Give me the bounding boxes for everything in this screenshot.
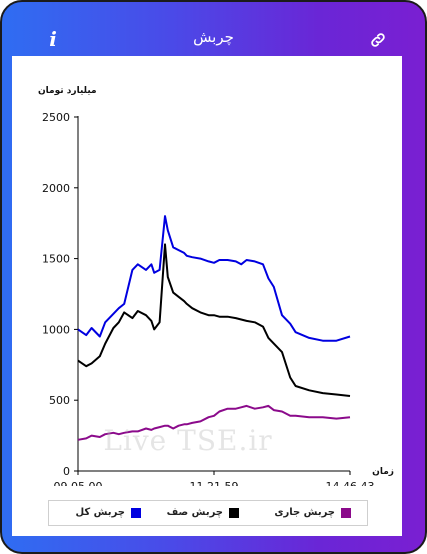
series-line-0 <box>77 215 351 342</box>
watermark: Live TSE.ir <box>103 424 273 457</box>
series-line-1 <box>77 243 351 397</box>
x-tick-label: 09.05.00 <box>54 480 103 486</box>
y-tick-label: 500 <box>49 394 70 407</box>
legend-swatch <box>229 508 239 518</box>
x-tick-label: 11.21.59 <box>190 480 239 486</box>
y-axis-label: میلیارد تومان <box>38 86 97 96</box>
chart-panel: میلیارد تومان زمان 0 500 1000 1500 2000 2500 … <box>12 56 402 536</box>
series-line-2 <box>77 404 351 441</box>
y-tick-label: 0 <box>63 465 70 478</box>
y-tick-label: 2500 <box>42 111 70 124</box>
y-tick-label: 1500 <box>42 253 70 266</box>
chart-legend: چربش کل چربش صف چربش جاری <box>48 500 368 526</box>
legend-label: چربش جاری <box>274 507 335 518</box>
legend-swatch <box>341 508 351 518</box>
link-icon[interactable] <box>369 31 387 49</box>
legend-item-queue[interactable]: چربش صف <box>159 506 239 520</box>
legend-item-total[interactable]: چربش کل <box>61 506 141 520</box>
line-chart: میلیارد تومان زمان 05001000150020002500 … <box>38 86 394 486</box>
x-axis-label: زمان <box>372 467 394 477</box>
x-tick-label: 14.46.43 <box>326 480 375 486</box>
legend-item-current[interactable]: چربش جاری <box>271 506 351 520</box>
page-title: چربش <box>193 28 234 46</box>
header-bar: i چربش <box>2 2 425 56</box>
info-icon[interactable]: i <box>49 27 57 51</box>
legend-label: چربش صف <box>166 507 223 518</box>
legend-swatch <box>131 508 141 518</box>
y-tick-label: 2000 <box>42 182 70 195</box>
y-tick-label: 1000 <box>42 323 70 336</box>
legend-label: چربش کل <box>75 507 125 518</box>
